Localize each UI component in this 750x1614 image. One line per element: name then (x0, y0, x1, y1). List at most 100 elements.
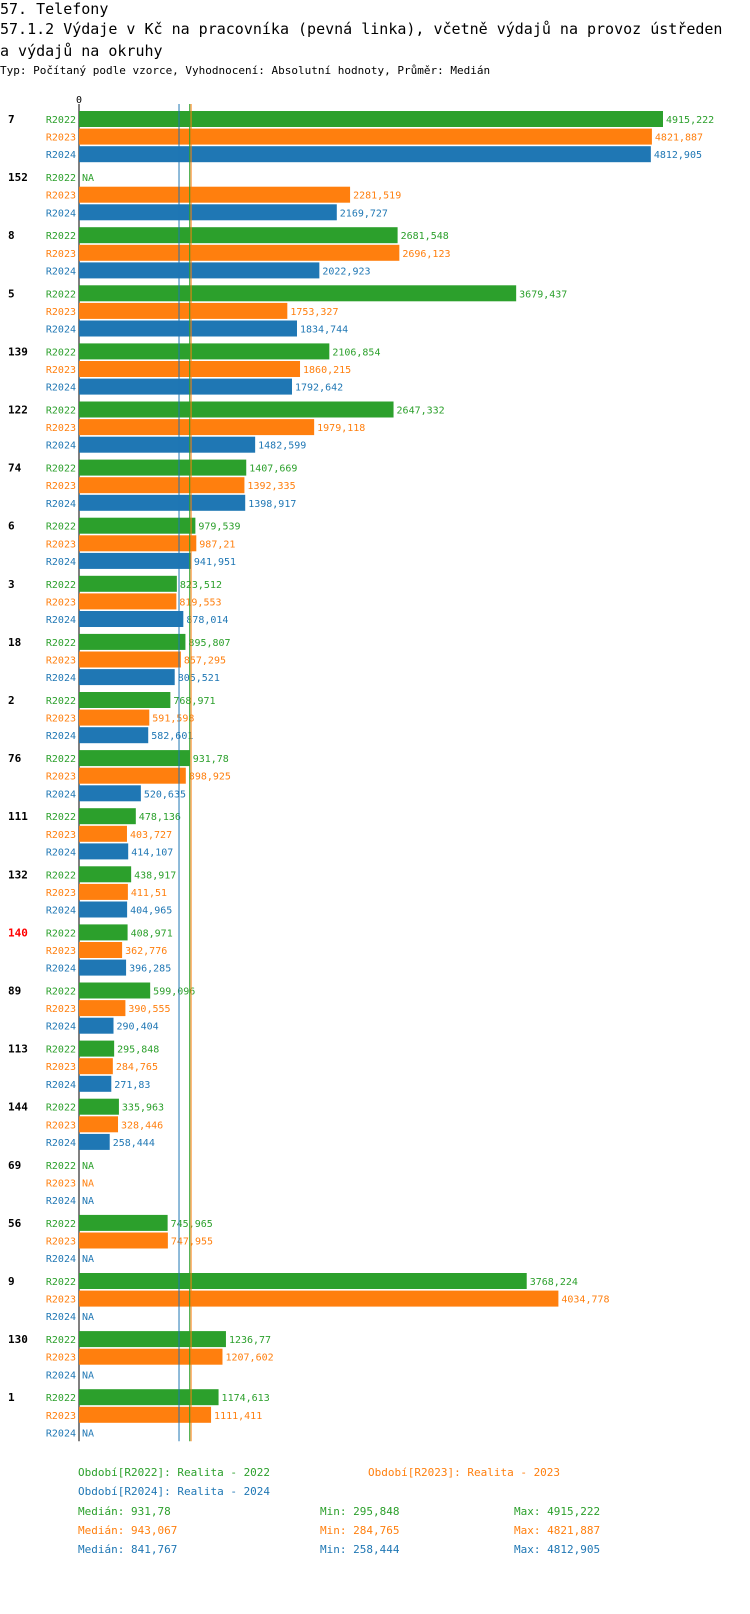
legend-period-2022: Období[R2022]: Realita - 2022 (78, 1466, 271, 1479)
bar (79, 227, 398, 244)
series-label: R2024 (46, 1428, 76, 1439)
bar (79, 1000, 126, 1017)
series-label: R2022 (46, 1335, 76, 1346)
bar (79, 517, 196, 534)
series-label: R2022 (46, 1393, 76, 1404)
series-label: R2024 (46, 1254, 76, 1265)
series-label: R2023 (46, 888, 76, 899)
data-label: 4915,222 (666, 115, 714, 126)
bar (79, 901, 128, 918)
series-label: R2024 (46, 1312, 76, 1323)
data-label: 4812,905 (654, 150, 702, 161)
bar (79, 575, 177, 592)
group-label: 1 (8, 1391, 15, 1404)
series-label: R2022 (46, 580, 76, 591)
bar (79, 111, 663, 127)
data-label: 1860,215 (303, 365, 351, 376)
bar (79, 959, 127, 976)
series-label: R2023 (46, 714, 76, 725)
bar (79, 436, 256, 453)
stat-max-2023: Max: 4821,887 (514, 1524, 601, 1537)
data-label: NA (82, 1196, 94, 1207)
data-label: 1207,602 (225, 1353, 273, 1364)
data-label: 582,601 (151, 731, 193, 742)
series-label: R2022 (46, 1161, 76, 1172)
group-label: 2 (8, 694, 15, 707)
data-label: 4821,887 (655, 133, 703, 144)
bar (79, 1290, 559, 1307)
bar (79, 982, 151, 999)
series-label: R2023 (46, 133, 76, 144)
bar (79, 494, 246, 511)
bar (79, 825, 127, 842)
bar (79, 883, 128, 900)
group-label: 89 (8, 985, 21, 998)
series-label: R2024 (46, 1138, 76, 1149)
bar (79, 727, 149, 744)
group-label: 140 (8, 926, 28, 939)
chart-title: 57.1.2 Výdaje v Kč na pracovníka (pevná … (0, 20, 723, 38)
group-label: 7 (8, 113, 15, 126)
series-label: R2022 (46, 987, 76, 998)
series-label: R2022 (46, 928, 76, 939)
data-label: 362,776 (125, 946, 167, 957)
series-label: R2022 (46, 115, 76, 126)
data-label: 2106,854 (332, 347, 380, 358)
data-label: 1111,411 (214, 1411, 262, 1422)
data-label: 414,107 (131, 847, 173, 858)
bar (79, 1348, 223, 1365)
series-label: R2023 (46, 1062, 76, 1073)
data-label: 271,83 (114, 1080, 150, 1091)
group-label: 122 (8, 404, 28, 417)
bar (79, 320, 297, 337)
series-label: R2023 (46, 1178, 76, 1189)
data-label: 1482,599 (258, 441, 306, 452)
bar (79, 750, 190, 767)
bar (79, 1406, 212, 1423)
data-label: NA (82, 1254, 94, 1265)
data-label: 284,765 (116, 1062, 158, 1073)
data-label: 878,014 (186, 615, 228, 626)
series-label: R2023 (46, 481, 76, 492)
group-label: 113 (8, 1043, 28, 1056)
data-label: NA (82, 1428, 94, 1439)
series-label: R2023 (46, 597, 76, 608)
bar (79, 1273, 527, 1289)
series-label: R2023 (46, 1295, 76, 1306)
bar (79, 611, 184, 627)
bar (79, 866, 132, 883)
data-label: 408,971 (131, 928, 173, 939)
data-label: 591,598 (152, 714, 194, 725)
group-label: 3 (8, 578, 15, 591)
series-label: R2023 (46, 423, 76, 434)
bar (79, 1133, 110, 1150)
series-label: R2022 (46, 1045, 76, 1056)
data-label: 404,965 (130, 906, 172, 917)
data-label: 2647,332 (397, 406, 445, 417)
series-label: R2022 (46, 289, 76, 300)
data-label: 396,285 (129, 964, 171, 975)
chart-section-title: 57. Telefony (0, 0, 109, 18)
data-label: 1174,613 (222, 1393, 270, 1404)
stat-max-2022: Max: 4915,222 (514, 1505, 601, 1518)
bar (79, 477, 245, 494)
series-label: R2022 (46, 173, 76, 184)
series-label: R2024 (46, 906, 76, 917)
data-label: NA (82, 1178, 94, 1189)
legend-period-2023: Období[R2023]: Realita - 2023 (368, 1466, 561, 1479)
series-label: R2024 (46, 150, 76, 161)
data-label: 390,555 (128, 1004, 170, 1015)
bar (79, 785, 141, 802)
group-label: 139 (8, 345, 28, 358)
data-label: 931,78 (193, 754, 229, 765)
data-label: NA (82, 1312, 94, 1323)
series-label: R2023 (46, 249, 76, 260)
data-label: 520,635 (144, 789, 186, 800)
group-label: 132 (8, 868, 28, 881)
series-label: R2022 (46, 347, 76, 358)
series-label: R2023 (46, 1353, 76, 1364)
data-label: 2169,727 (340, 208, 388, 219)
group-label: 76 (8, 752, 22, 765)
data-label: 2696,123 (402, 249, 450, 260)
group-label: 144 (8, 1101, 28, 1114)
